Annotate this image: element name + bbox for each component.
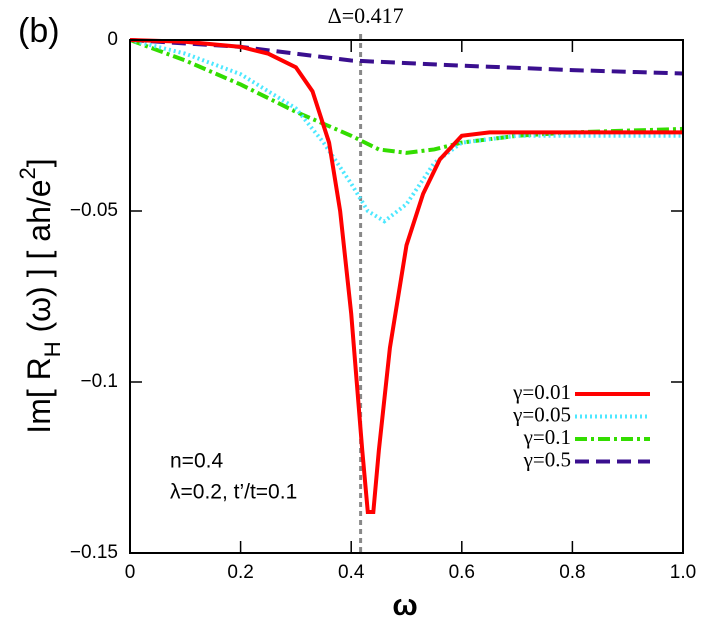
y-axis-label-part: 2: [15, 167, 40, 179]
series-line: [129, 38, 683, 224]
x-axis-label: ω: [392, 589, 417, 622]
legend-label: γ=0.01: [512, 380, 571, 404]
panel-label: (b): [18, 12, 60, 50]
y-axis-label-part: Im[ R: [21, 357, 57, 433]
x-tick-label: 0.6: [449, 562, 475, 583]
y-tick-label: −0.05: [70, 200, 118, 221]
legend-label: γ=0.5: [523, 447, 571, 471]
legend-label: γ=0.05: [512, 402, 571, 426]
y-axis-label-part: H: [40, 341, 65, 357]
x-tick-label: 0: [125, 562, 136, 583]
series-line: [129, 38, 683, 514]
series-line: [129, 38, 684, 155]
x-tick-label: 0.2: [227, 562, 253, 583]
x-tick-label: 0.4: [338, 562, 365, 583]
y-tick-label: −0.15: [70, 542, 118, 563]
annotation: n=0.4: [170, 450, 223, 473]
y-axis-label: Im[ RH (ω) ] [ ah/e2]: [15, 158, 65, 433]
y-tick-label: −0.1: [80, 371, 118, 392]
x-tick-label: 0.8: [559, 562, 585, 583]
y-tick-label: 0: [107, 29, 118, 50]
y-axis-label-part: ]: [21, 158, 57, 167]
annotation: λ=0.2, t’/t=0.1: [170, 481, 297, 504]
y-axis-label-part: (ω) ] [ ah/e: [21, 179, 57, 341]
reference-label: Δ=0.417: [328, 3, 404, 28]
legend-label: γ=0.1: [523, 425, 571, 449]
plot-frame: [129, 39, 684, 554]
x-tick-label: 1.0: [670, 562, 696, 583]
